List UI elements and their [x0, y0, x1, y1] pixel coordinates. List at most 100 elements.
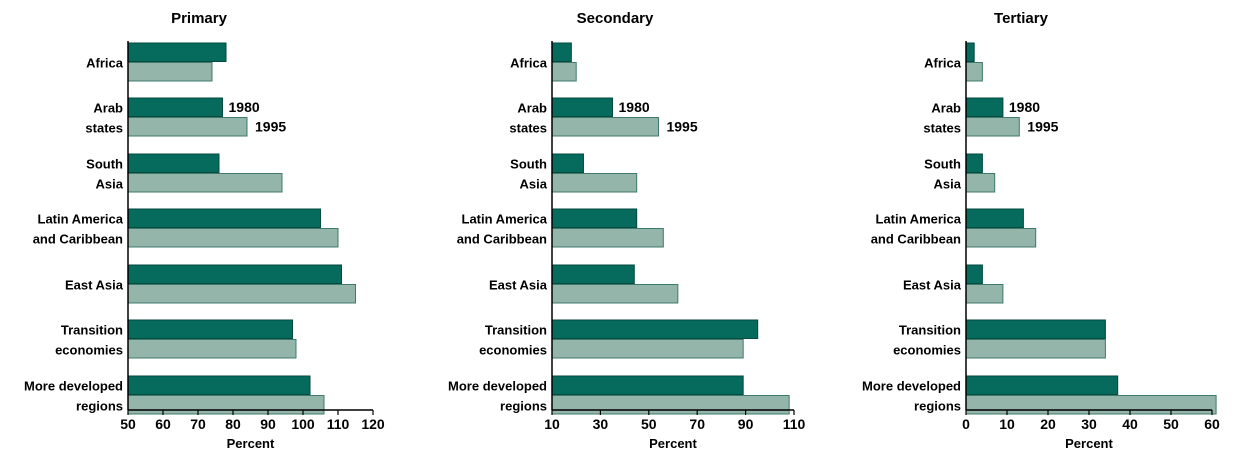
x-axis-label: Percent — [227, 436, 275, 451]
x-tick-label: 0 — [962, 416, 970, 432]
bar-1980-3 — [127, 208, 321, 228]
x-tick-label: 70 — [190, 416, 206, 432]
category-label: and Caribbean — [871, 232, 961, 247]
bar-1980-1 — [551, 97, 613, 117]
category-label: and Caribbean — [457, 232, 547, 247]
category-label: Asia — [96, 177, 124, 192]
x-tick-label: 30 — [593, 416, 609, 432]
bar-1980-6 — [127, 375, 311, 395]
bar-1980-0 — [127, 42, 227, 62]
category-label: Latin America — [462, 212, 548, 227]
x-tick-label: 10 — [544, 416, 560, 432]
category-label: Transition — [485, 323, 547, 338]
x-tick-label: 120 — [361, 416, 385, 432]
category-label: More developed — [448, 379, 547, 394]
bar-1995-4 — [965, 284, 1004, 304]
bar-1995-6 — [551, 395, 790, 415]
bar-1995-0 — [965, 62, 983, 82]
chart-panel-0: Primary Africa Arab states South Asia Latin Am… — [24, 10, 385, 451]
category-label: Transition — [61, 323, 123, 338]
bar-1995-4 — [551, 284, 679, 304]
x-tick-label: 40 — [1122, 416, 1138, 432]
x-tick-label: 110 — [327, 416, 350, 432]
chart-panel-1: Secondary Africa Arab states South Asia Latin … — [448, 10, 805, 451]
bar-1980-2 — [127, 153, 220, 173]
category-label: states — [923, 121, 961, 136]
category-label: economies — [55, 343, 123, 358]
category-label: and Caribbean — [33, 232, 123, 247]
bar-1995-0 — [127, 62, 213, 82]
bar-1980-5 — [127, 319, 293, 339]
chart-title: Secondary — [577, 10, 654, 27]
category-label: More developed — [862, 379, 961, 394]
category-label: Arab — [93, 101, 123, 116]
category-label: states — [85, 121, 123, 136]
x-tick-label: 100 — [291, 416, 315, 432]
chart-panel-2: Tertiary Africa Arab states South Asia Latin A… — [862, 10, 1220, 451]
x-tick-label: 90 — [738, 416, 754, 432]
category-label: South — [86, 157, 123, 172]
chart-title: Tertiary — [994, 10, 1049, 27]
bar-1980-4 — [965, 264, 983, 284]
category-label: Asia — [520, 177, 548, 192]
bar-1995-2 — [551, 173, 638, 193]
bar-1980-1 — [127, 97, 223, 117]
x-tick-label: 30 — [1081, 416, 1097, 432]
bar-1980-3 — [965, 208, 1024, 228]
category-label: economies — [893, 343, 961, 358]
x-tick-label: 20 — [1040, 416, 1056, 432]
x-tick-label: 50 — [120, 416, 136, 432]
category-label: Africa — [924, 56, 962, 71]
category-label: East Asia — [903, 278, 962, 293]
bar-1995-6 — [965, 395, 1217, 415]
category-label: regions — [500, 399, 547, 414]
category-label: Arab — [931, 101, 961, 116]
bar-1995-3 — [965, 228, 1037, 248]
category-label: Arab — [517, 101, 547, 116]
category-label: East Asia — [489, 278, 548, 293]
bar-1980-6 — [551, 375, 744, 395]
chart-title: Primary — [171, 10, 228, 27]
category-label: regions — [914, 399, 961, 414]
category-label: Latin America — [38, 212, 124, 227]
bar-1995-2 — [127, 173, 283, 193]
bar-1980-4 — [551, 264, 635, 284]
category-label: Latin America — [876, 212, 962, 227]
category-label: Transition — [899, 323, 961, 338]
bar-1995-3 — [551, 228, 664, 248]
x-tick-label: 50 — [641, 416, 657, 432]
series-label-1995: 1995 — [255, 119, 286, 135]
category-label: East Asia — [65, 278, 124, 293]
x-tick-label: 80 — [225, 416, 241, 432]
series-label-1980: 1980 — [619, 99, 650, 115]
series-label-1995: 1995 — [666, 119, 697, 135]
category-label: South — [510, 157, 547, 172]
bar-1995-1 — [127, 117, 248, 137]
bar-1980-6 — [965, 375, 1119, 395]
x-tick-label: 50 — [1163, 416, 1179, 432]
x-tick-label: 70 — [689, 416, 705, 432]
category-label: economies — [479, 343, 547, 358]
bar-1980-5 — [551, 319, 759, 339]
category-label: South — [924, 157, 961, 172]
bar-1995-0 — [551, 62, 577, 82]
bar-1980-1 — [965, 97, 1004, 117]
bar-1995-5 — [965, 339, 1106, 359]
bar-1980-0 — [551, 42, 572, 62]
category-label: Asia — [934, 177, 962, 192]
x-tick-label: 60 — [1204, 416, 1220, 432]
category-label: regions — [76, 399, 123, 414]
category-label: Africa — [510, 56, 548, 71]
bar-1980-3 — [551, 208, 638, 228]
series-label-1980: 1980 — [1009, 99, 1040, 115]
bar-1995-1 — [551, 117, 659, 137]
bar-1980-2 — [551, 153, 584, 173]
x-tick-label: 10 — [999, 416, 1015, 432]
bar-1980-5 — [965, 319, 1106, 339]
bar-1995-6 — [127, 395, 325, 415]
category-label: More developed — [24, 379, 123, 394]
bar-1980-0 — [965, 42, 975, 62]
x-axis-label: Percent — [1065, 436, 1113, 451]
category-label: Africa — [86, 56, 124, 71]
